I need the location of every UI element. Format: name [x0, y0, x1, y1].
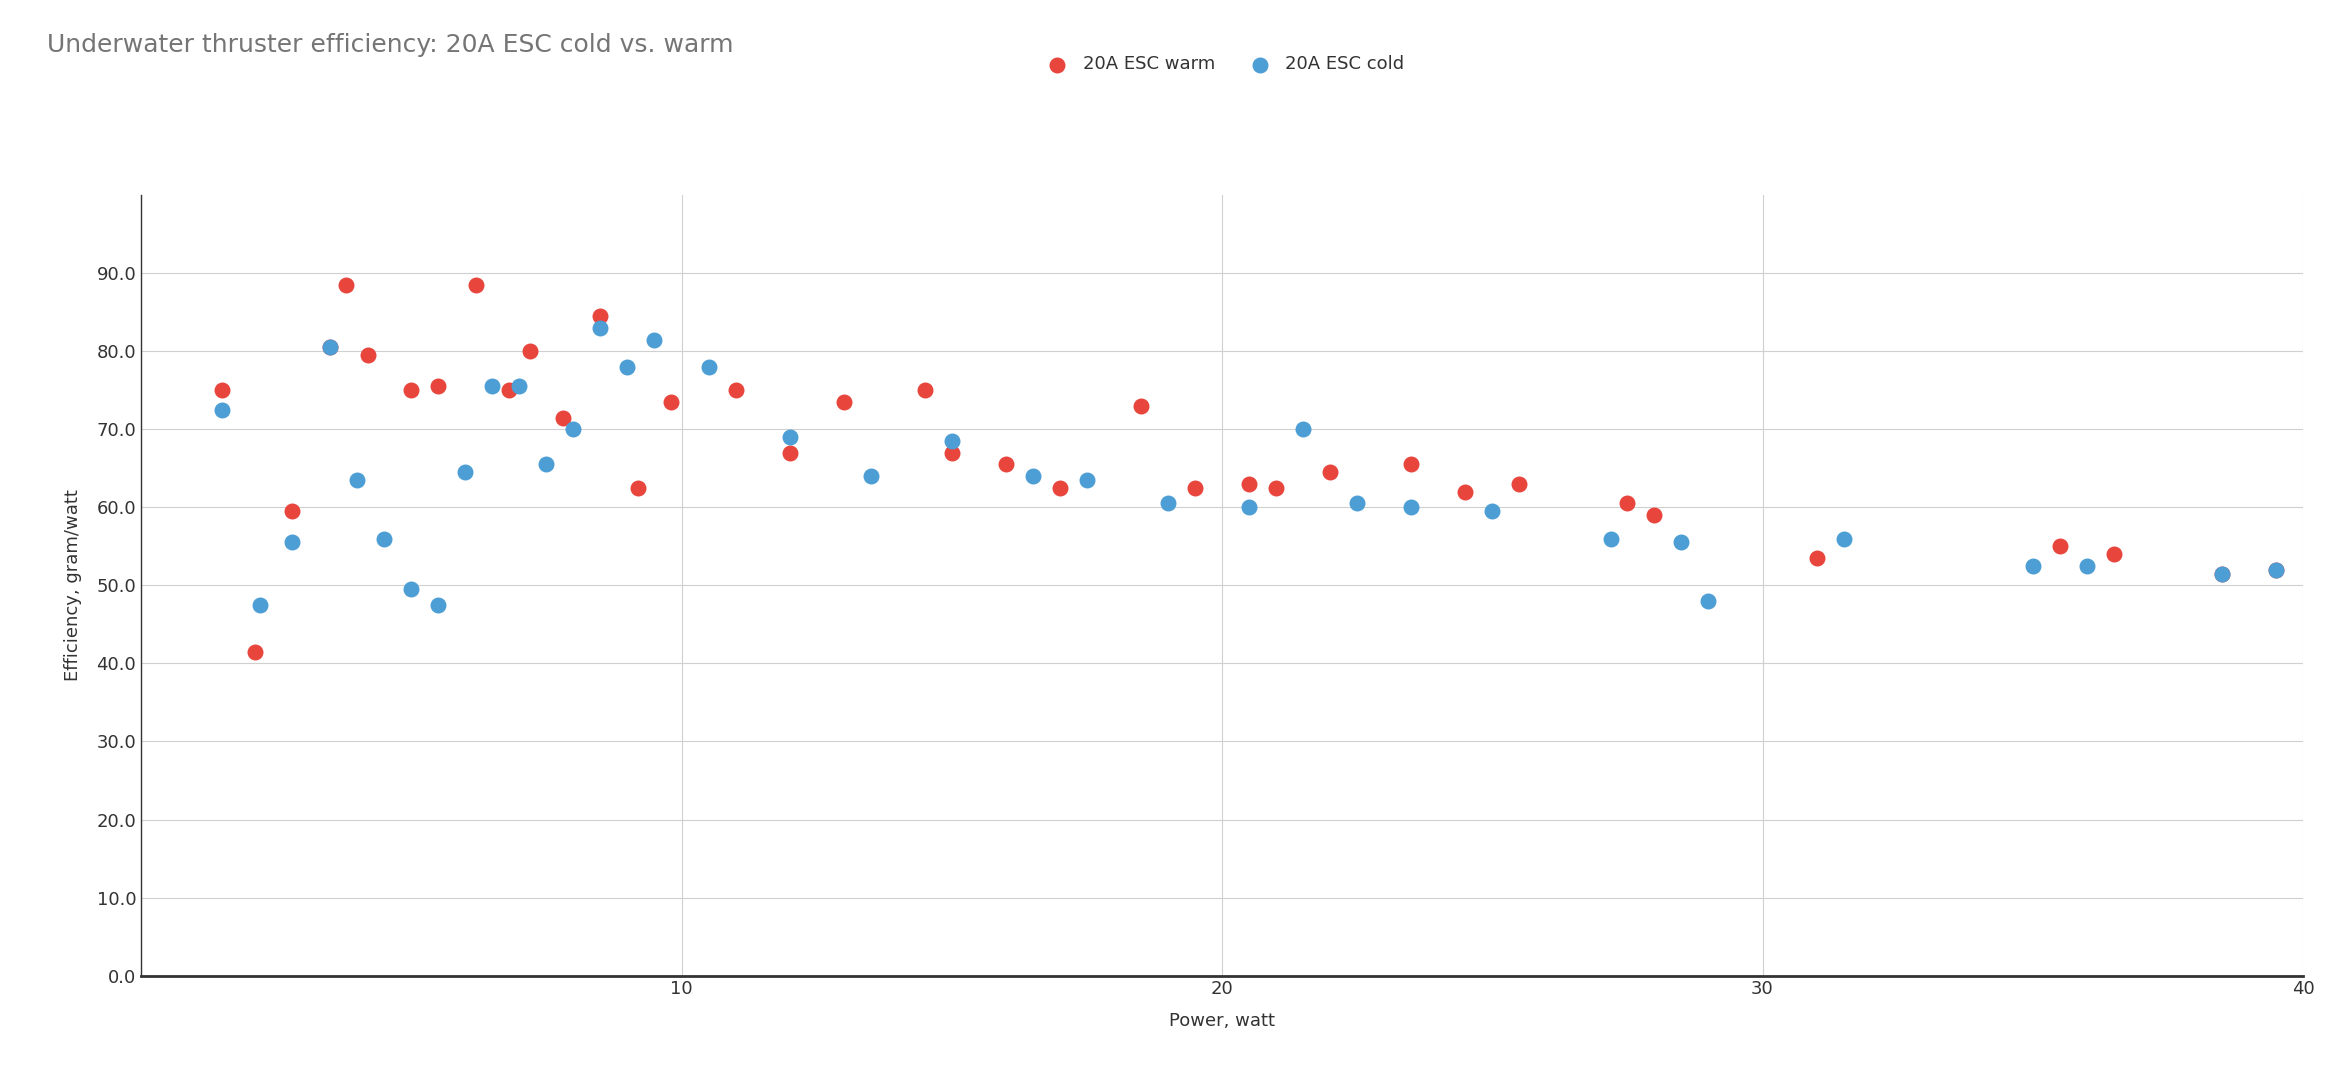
Point [1636, 506, 1673, 524]
Point [475, 377, 512, 395]
Legend: 20A ESC warm, 20A ESC cold: 20A ESC warm, 20A ESC cold [1032, 48, 1412, 80]
Point [310, 338, 350, 356]
Y-axis label: Efficiency, gram/watt: Efficiency, gram/watt [63, 489, 82, 682]
Point [2258, 562, 2296, 579]
Point [583, 308, 620, 325]
Point [1067, 472, 1107, 489]
Point [933, 444, 971, 462]
Point [543, 409, 580, 426]
Point [1311, 464, 1349, 481]
Point [310, 338, 350, 356]
Point [235, 643, 273, 660]
Point [620, 479, 658, 496]
Point [202, 382, 242, 399]
Point [1149, 494, 1187, 512]
Point [651, 393, 689, 411]
Point [771, 444, 808, 462]
Point [2096, 545, 2134, 563]
Point [1015, 467, 1053, 485]
Point [1257, 479, 1295, 496]
Point [501, 377, 538, 395]
Point [609, 358, 646, 375]
Point [327, 276, 364, 294]
Point [350, 347, 388, 364]
Point [338, 472, 376, 489]
Point [1798, 550, 1835, 567]
Point [489, 382, 526, 399]
Point [583, 319, 620, 336]
Point [418, 596, 456, 614]
Point [2040, 538, 2080, 555]
Point [2204, 565, 2242, 582]
Point [907, 382, 945, 399]
Point [1339, 494, 1377, 512]
Point [1283, 421, 1321, 438]
Point [1231, 475, 1269, 492]
Point [634, 331, 674, 348]
Point [273, 503, 310, 520]
Point [2258, 562, 2296, 579]
Point [1502, 475, 1539, 492]
Point [933, 433, 971, 450]
Point [691, 358, 728, 375]
Point [458, 276, 496, 294]
Point [1231, 499, 1269, 516]
Point [1041, 479, 1079, 496]
Point [2014, 557, 2052, 575]
Point [2204, 565, 2242, 582]
Point [1473, 503, 1511, 520]
X-axis label: Power, watt: Power, watt [1168, 1012, 1276, 1031]
Point [242, 596, 280, 614]
Point [825, 393, 862, 411]
Point [853, 467, 891, 485]
Point [512, 343, 550, 360]
Point [771, 428, 808, 446]
Point [526, 455, 564, 473]
Point [1610, 494, 1647, 512]
Point [367, 530, 404, 547]
Point [273, 533, 310, 551]
Point [1391, 455, 1429, 473]
Point [446, 464, 484, 481]
Point [1824, 530, 1861, 547]
Point [717, 382, 754, 399]
Point [1448, 483, 1485, 501]
Point [1391, 499, 1429, 516]
Point [202, 401, 242, 418]
Point [1690, 592, 1727, 609]
Point [2068, 557, 2106, 575]
Point [392, 581, 430, 598]
Point [418, 377, 456, 395]
Point [1593, 530, 1631, 547]
Point [1664, 533, 1701, 551]
Point [555, 421, 592, 438]
Point [1177, 479, 1215, 496]
Point [1123, 397, 1161, 414]
Text: Underwater thruster efficiency: 20A ESC cold vs. warm: Underwater thruster efficiency: 20A ESC … [47, 33, 733, 56]
Point [987, 455, 1025, 473]
Point [392, 382, 430, 399]
